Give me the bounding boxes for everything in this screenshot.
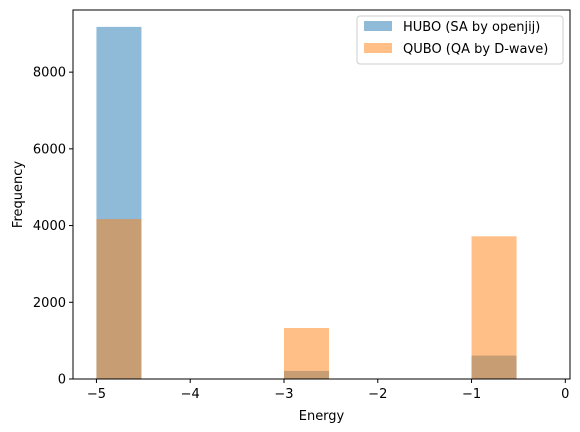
x-axis-label: Energy (299, 409, 345, 424)
bar-qubo (283, 327, 330, 379)
x-tick-label: −3 (274, 387, 293, 402)
plot-frame (72, 9, 571, 380)
bar-qubo (96, 219, 142, 379)
y-axis-label: Frequency (11, 161, 26, 228)
x-tick-label: −4 (181, 387, 200, 402)
legend-label-hubo: HUBO (SA by openjij) (403, 20, 540, 35)
x-tick-label: −1 (462, 387, 481, 402)
bars-layer (96, 26, 517, 379)
legend-frame (356, 15, 564, 65)
y-axis-ticks: 0 2000 4000 6000 8000 (33, 66, 73, 388)
y-tick-label: 2000 (33, 296, 66, 311)
x-axis-ticks: −5 −4 −3 −2 −1 0 (87, 379, 569, 402)
y-tick-label: 8000 (33, 66, 66, 81)
x-tick-label: −2 (368, 387, 387, 402)
legend-label-qubo: QUBO (QA by D-wave) (403, 42, 548, 57)
y-tick-label: 6000 (33, 142, 66, 157)
x-tick-label: −5 (87, 387, 106, 402)
legend-swatch-hubo (364, 21, 392, 31)
bar-qubo (471, 236, 517, 379)
y-tick-label: 4000 (33, 219, 66, 234)
x-tick-label: 0 (561, 387, 569, 402)
legend: HUBO (SA by openjij) QUBO (QA by D-wave) (356, 15, 564, 65)
y-tick-label: 0 (58, 373, 66, 388)
legend-swatch-qubo (364, 43, 392, 53)
